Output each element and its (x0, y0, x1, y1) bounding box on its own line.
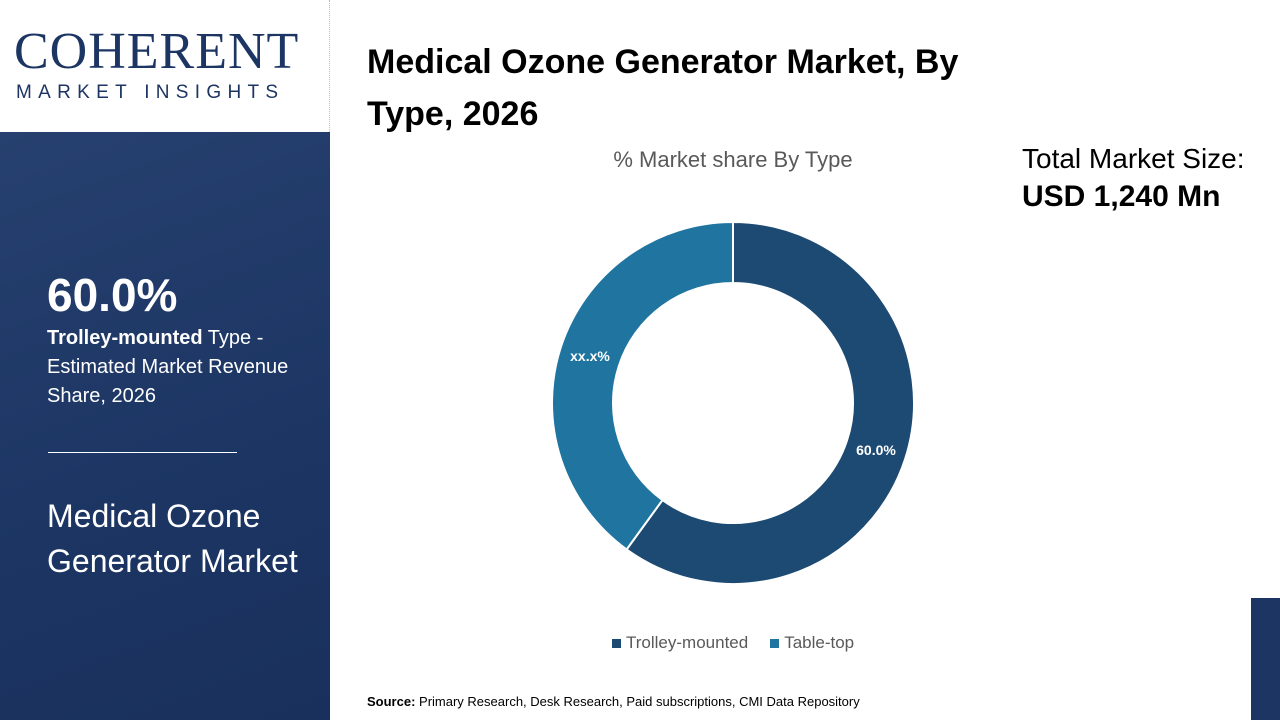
legend-label: Trolley-mounted (626, 633, 749, 652)
legend-label: Table-top (784, 633, 855, 652)
sidebar: 60.0% Trolley-mounted Type - Estimated M… (0, 132, 330, 720)
legend: Trolley-mounted Table-top (612, 633, 854, 653)
legend-item-tabletop: Table-top (770, 633, 854, 653)
highlight-description: Trolley-mounted Type - Estimated Market … (47, 324, 307, 411)
data-label: 60.0% (856, 442, 896, 458)
donut-slice-table-top (551, 220, 734, 551)
legend-item-trolley: Trolley-mounted (612, 633, 748, 653)
page-title: Medical Ozone Generator Market, By Type,… (367, 43, 959, 133)
source-text: Primary Research, Desk Research, Paid su… (415, 694, 860, 709)
logo-text: COHERENT (14, 23, 300, 80)
divider (48, 452, 237, 453)
legend-swatch (770, 639, 780, 649)
corner-accent (1251, 598, 1280, 720)
total-market-value: USD 1,240 Mn (1022, 180, 1221, 213)
data-label: xx.x% (570, 348, 610, 364)
donut-slice-trolley-mounted (625, 220, 915, 585)
source-note: Source: Primary Research, Desk Research,… (367, 694, 860, 710)
legend-swatch (612, 639, 621, 649)
highlight-segment: Trolley-mounted (47, 327, 203, 349)
market-name: Medical Ozone Generator Market (47, 498, 298, 579)
logo-subtext: MARKET INSIGHTS (16, 82, 285, 103)
logo: COHERENT MARKET INSIGHTS (0, 0, 330, 132)
highlight-text: Type - Estimated Market Revenue Share, 2… (47, 327, 289, 407)
chart-title: % Market share By Type (613, 147, 853, 172)
total-market-label: Total Market Size: (1022, 143, 1245, 174)
source-label: Source: (367, 694, 416, 709)
highlight-value: 60.0% (47, 269, 178, 321)
